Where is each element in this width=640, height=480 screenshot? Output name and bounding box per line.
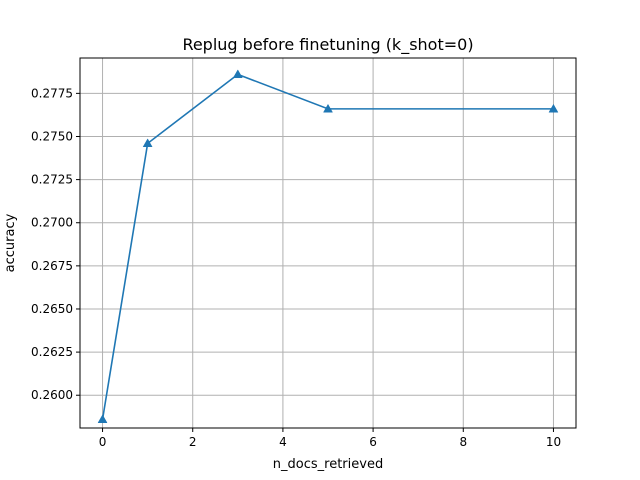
data-point-marker — [142, 138, 153, 148]
x-tick-label: 0 — [99, 435, 107, 449]
x-tick-label: 4 — [279, 435, 287, 449]
gridlines — [80, 58, 576, 428]
x-axis-ticks: 0 2 4 6 8 10 — [99, 428, 561, 449]
data-point-marker — [548, 103, 559, 113]
y-tick-label: 0.2700 — [31, 216, 73, 230]
y-tick-label: 0.2750 — [31, 129, 73, 143]
x-tick-label: 10 — [546, 435, 561, 449]
y-tick-label: 0.2675 — [31, 259, 73, 273]
data-point-marker — [97, 414, 108, 424]
x-tick-label: 6 — [369, 435, 377, 449]
y-axis-ticks: 0.2600 0.2625 0.2650 0.2675 0.2700 0.2725 0.27… — [31, 86, 80, 402]
series-layer — [97, 69, 559, 424]
series-line — [101, 73, 554, 420]
data-point-marker — [323, 103, 333, 113]
y-tick-label: 0.2775 — [31, 86, 73, 100]
x-axis-label: n_docs_retrieved — [273, 457, 383, 472]
y-tick-label: 0.2625 — [31, 345, 73, 359]
data-point-marker — [232, 69, 243, 79]
y-tick-label: 0.2650 — [31, 302, 73, 316]
y-tick-label: 0.2600 — [31, 388, 73, 402]
chart-title: Replug before finetuning (k_shot=0) — [182, 35, 473, 55]
y-axis-label: accuracy — [3, 213, 18, 272]
x-tick-label: 2 — [189, 435, 197, 449]
x-tick-label: 8 — [459, 435, 467, 449]
plot-frame — [79, 57, 577, 429]
y-tick-label: 0.2725 — [31, 173, 73, 187]
